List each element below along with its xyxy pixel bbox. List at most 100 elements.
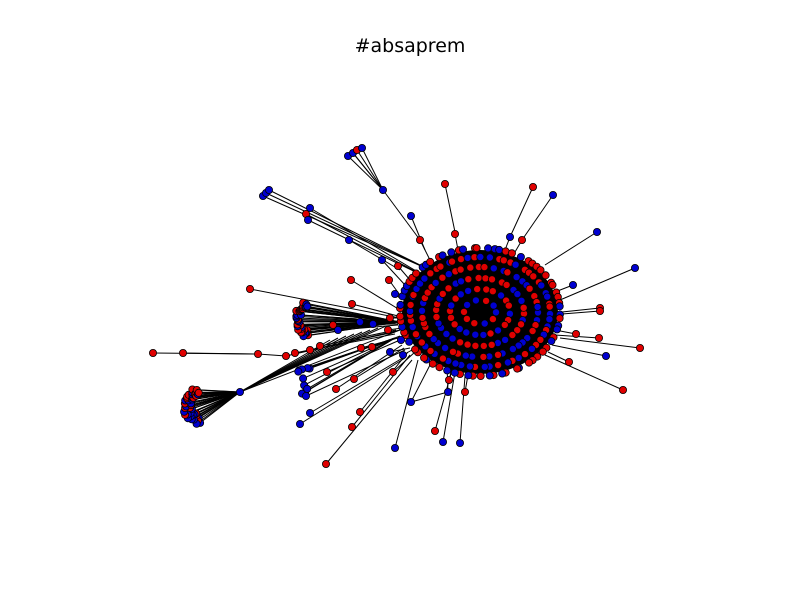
graph-edge [299, 357, 406, 425]
graph-edge [325, 359, 413, 465]
graph-node-blue [508, 344, 517, 353]
graph-node-blue [547, 337, 556, 346]
graph-edge [551, 344, 607, 357]
graph-node-blue [396, 335, 405, 344]
graph-node-red [440, 179, 449, 188]
graph-node-blue [303, 384, 312, 393]
graph-node-red [178, 348, 187, 357]
graph-node-red [194, 388, 203, 397]
graph-node-blue [443, 387, 452, 396]
graph-edge [479, 284, 507, 313]
graph-edge [347, 155, 384, 191]
graph-node-blue [495, 245, 504, 254]
graph-node-red [415, 235, 424, 244]
graph-node-red [464, 275, 473, 284]
graph-node-red [331, 384, 340, 393]
graph-node-red [474, 273, 483, 282]
graph-node-red [476, 371, 485, 380]
graph-edge [479, 267, 485, 313]
graph-node-blue [489, 301, 498, 310]
graph-node-red [517, 320, 526, 329]
graph-node-red [438, 273, 447, 282]
graph-title: #absaprem [354, 35, 466, 57]
graph-edge [438, 311, 481, 324]
graph-node-red [426, 257, 435, 266]
graph-node-blue [527, 344, 536, 353]
graph-node-red [528, 326, 537, 335]
graph-node-red [367, 342, 376, 351]
graph-edge [305, 213, 429, 279]
graph-edge [239, 329, 401, 393]
graph-node-red [482, 285, 491, 294]
graph-edge [479, 311, 513, 336]
graph-node-red [406, 300, 415, 309]
graph-node-blue [451, 359, 460, 368]
graph-edge [306, 337, 396, 390]
graph-node-red [487, 275, 496, 284]
graph-node-blue [405, 337, 414, 346]
graph-edge [559, 337, 641, 349]
graph-node-blue [503, 358, 512, 367]
graph-node-red [513, 326, 522, 335]
graph-node-blue [464, 286, 473, 295]
graph-node-red [502, 280, 511, 289]
graph-node-red [245, 284, 254, 293]
graph-edge [479, 307, 524, 313]
graph-node-red [417, 338, 426, 347]
graph-node-red [446, 313, 455, 322]
graph-node-blue [512, 273, 521, 282]
graph-node-blue [517, 296, 526, 305]
graph-node-red [555, 314, 564, 323]
graph-node-red [479, 352, 488, 361]
graph-edge [353, 347, 405, 380]
graph-node-blue [511, 260, 520, 269]
graph-edge [436, 311, 481, 318]
graph-node-red [451, 294, 460, 303]
graph-edge [319, 329, 397, 347]
graph-node-blue [299, 374, 308, 383]
graph-node-blue [455, 438, 464, 447]
graph-node-blue [305, 408, 314, 417]
graph-node-blue [464, 371, 473, 380]
graph-edge [442, 371, 456, 443]
graph-node-blue [396, 300, 405, 309]
graph-node-red [347, 422, 356, 431]
graph-node-blue [480, 319, 489, 328]
graph-node-blue [465, 362, 474, 371]
graph-edge [351, 354, 411, 428]
graph-edge [448, 287, 481, 313]
graph-edge [332, 323, 399, 326]
graph-edge [459, 375, 466, 444]
graph-node-blue [333, 325, 342, 334]
graph-node-blue [344, 235, 353, 244]
graph-node-red [450, 320, 459, 329]
graph-node-red [473, 285, 482, 294]
graph-node-red [384, 275, 393, 284]
graph-node-red [466, 263, 475, 272]
graph-edge [479, 282, 503, 313]
graph-node-red [444, 284, 453, 293]
graph-node-blue [505, 232, 514, 241]
graph-node-red [290, 348, 299, 357]
graph-node-blue [491, 308, 500, 317]
graph-node-blue [406, 211, 415, 220]
graph-edge [307, 219, 429, 279]
graph-node-red [486, 329, 495, 338]
graph-node-red [471, 341, 480, 350]
node-layer [148, 143, 645, 468]
graph-node-red [538, 347, 547, 356]
graph-edge [198, 391, 241, 394]
graph-node-red [536, 335, 545, 344]
graph-node-red [388, 367, 397, 376]
graph-node-blue [498, 369, 507, 378]
graph-node-red [481, 274, 490, 283]
graph-edge [300, 314, 401, 323]
graph-node-red [529, 182, 538, 191]
graph-node-red [396, 312, 405, 321]
graph-edge [521, 194, 554, 241]
graph-edge [559, 267, 636, 301]
graph-edge [479, 311, 499, 331]
graph-edge [182, 352, 259, 355]
graph-node-red [487, 340, 496, 349]
graph-node-red [479, 341, 488, 350]
